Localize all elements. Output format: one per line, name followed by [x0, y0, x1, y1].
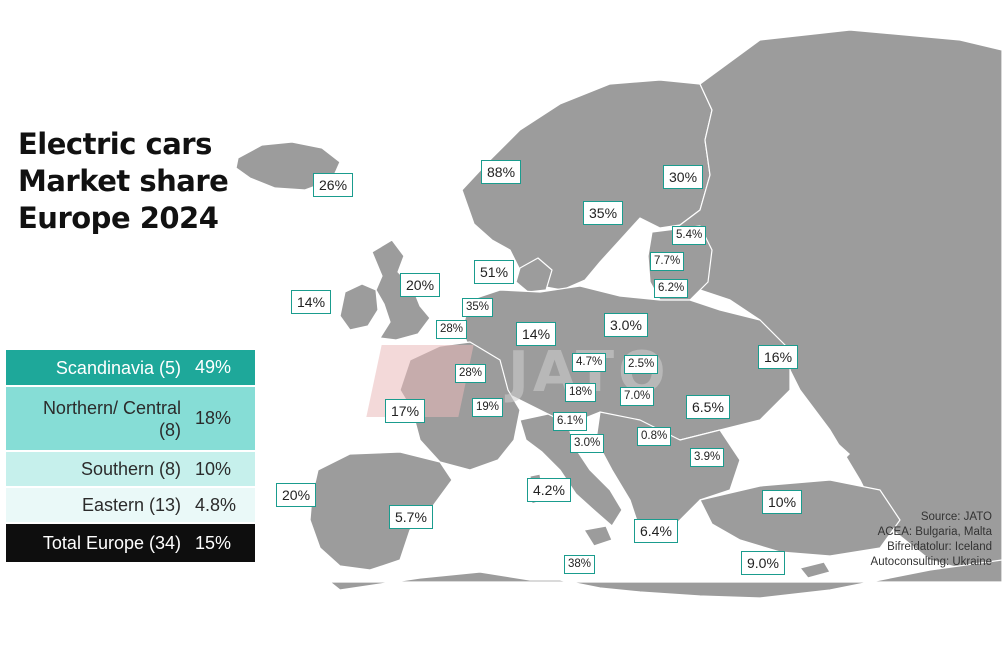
- legend-region-value: 49%: [195, 357, 232, 377]
- black-sea-shape: [745, 430, 850, 478]
- title-line-1: Electric cars: [18, 127, 212, 161]
- label-uk: 20%: [400, 273, 441, 297]
- title-line-3: Europe 2024: [18, 201, 219, 235]
- sicily-shape: [583, 525, 613, 547]
- label-sweden: 35%: [583, 201, 624, 225]
- label-serbia: 0.8%: [637, 427, 672, 446]
- legend-region-value: 4.8%: [195, 494, 237, 515]
- africa-shape: [329, 559, 1002, 599]
- cyprus-shape: [799, 561, 831, 579]
- label-malta: 38%: [564, 555, 596, 574]
- legend-row-total: Total Europe (34) 15%: [6, 524, 255, 562]
- ireland-shape: [339, 283, 379, 331]
- legend-row-scandinavia: Scandinavia (5) 49%: [6, 350, 255, 385]
- label-croatia: 3.0%: [570, 434, 605, 453]
- label-romania: 6.5%: [686, 395, 730, 419]
- legend-row-eastern: Eastern (13) 4.8%: [6, 488, 255, 522]
- iberia-shape: [309, 451, 453, 571]
- title-line-2: Market share: [18, 164, 229, 198]
- source-note: Source: JATO ACEA: Bulgaria, Malta Bifre…: [871, 510, 992, 570]
- legend-region-name: Eastern (13): [81, 495, 181, 515]
- legend-region-value: 10%: [195, 458, 232, 479]
- label-ireland: 14%: [291, 290, 332, 314]
- label-slovenia: 6.1%: [553, 412, 588, 431]
- label-portugal: 20%: [276, 483, 317, 507]
- label-iceland: 26%: [313, 173, 354, 197]
- label-lithuania: 6.2%: [654, 279, 689, 298]
- label-netherlands: 35%: [462, 298, 494, 317]
- legend-row-southern: Southern (8) 10%: [6, 452, 255, 486]
- map-title: Electric cars Market share Europe 2024: [18, 126, 298, 237]
- label-bulgaria: 3.9%: [690, 448, 725, 467]
- source-line: ACEA: Bulgaria, Malta: [877, 526, 992, 538]
- label-turkey: 10%: [762, 490, 803, 514]
- label-hungary: 7.0%: [620, 387, 655, 406]
- label-latvia: 7.7%: [650, 252, 685, 271]
- label-luxembourg: 28%: [455, 364, 487, 383]
- scandinavia-shape: [461, 79, 713, 291]
- source-line: Source: JATO: [920, 511, 992, 523]
- legend-region-value: 18%: [195, 408, 232, 428]
- label-finland: 30%: [663, 165, 704, 189]
- turkey-shape: [699, 479, 901, 557]
- north-africa-shape: [330, 580, 1002, 668]
- label-france: 17%: [385, 399, 426, 423]
- label-switzerland: 19%: [472, 398, 504, 417]
- label-italy: 4.2%: [527, 478, 571, 502]
- region-legend: Scandinavia (5) 49% Northern/ Central (8…: [6, 350, 255, 562]
- label-czechia: 4.7%: [572, 353, 607, 372]
- label-norway: 88%: [481, 160, 522, 184]
- legend-region-name: Northern/ Central (8): [42, 397, 181, 440]
- label-belgium: 28%: [436, 320, 468, 339]
- label-cyprus: 9.0%: [741, 551, 785, 575]
- label-austria: 18%: [565, 383, 597, 402]
- source-line: Autoconsulting: Ukraine: [870, 556, 992, 568]
- legend-region-value: 15%: [195, 532, 232, 553]
- label-estonia: 5.4%: [672, 226, 707, 245]
- label-spain: 5.7%: [389, 505, 433, 529]
- label-poland: 3.0%: [604, 313, 648, 337]
- legend-region-name: Total Europe (34): [42, 533, 181, 553]
- label-germany: 14%: [516, 322, 557, 346]
- label-denmark: 51%: [474, 260, 515, 284]
- legend-region-name: Southern (8): [80, 459, 181, 479]
- label-greece: 6.4%: [634, 519, 678, 543]
- denmark-shape: [515, 257, 553, 293]
- label-slovakia: 2.5%: [624, 355, 659, 374]
- source-line: Bifreidatolur: Iceland: [887, 541, 992, 553]
- balkans-shape: [595, 411, 741, 541]
- legend-region-name: Scandinavia (5): [55, 357, 181, 378]
- label-ukraine: 16%: [758, 345, 799, 369]
- legend-row-northern-central: Northern/ Central (8) 18%: [6, 387, 255, 450]
